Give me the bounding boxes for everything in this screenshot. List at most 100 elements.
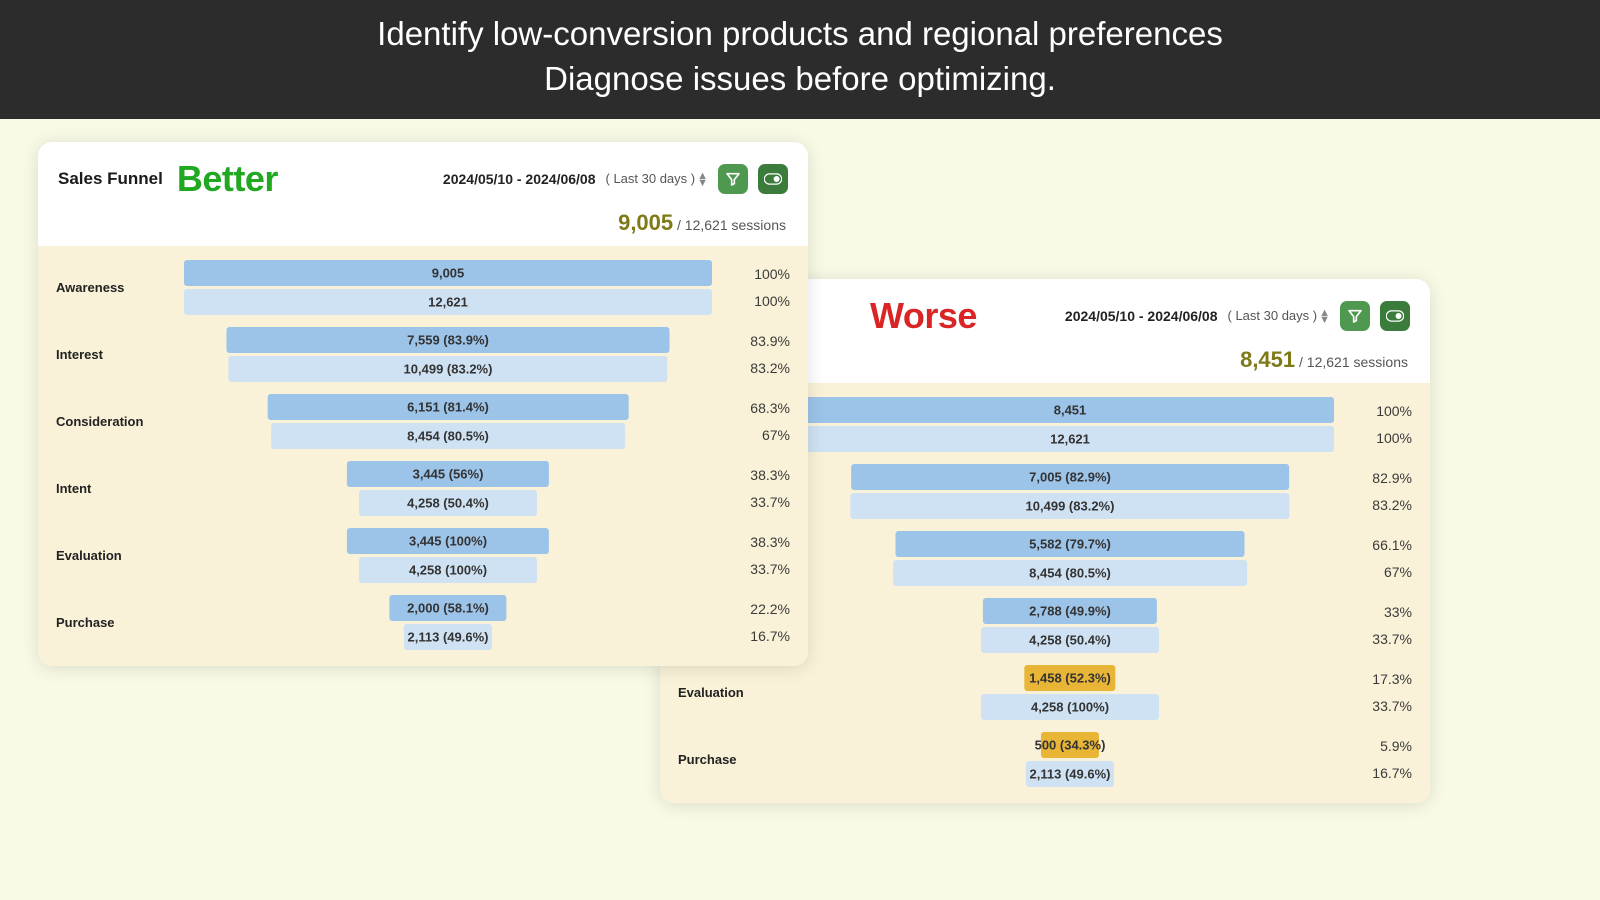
- stage-label: Purchase: [678, 732, 796, 787]
- bar-value: 3,445 (56%): [413, 467, 484, 482]
- funnel-panel-better: Sales Funnel Better 2024/05/10 - 2024/06/0…: [38, 142, 808, 666]
- stage-label: Intent: [56, 461, 174, 516]
- pct-top: 68.3%: [722, 400, 790, 416]
- pct-bot: 33.7%: [722, 561, 790, 577]
- date-range[interactable]: 2024/05/10 - 2024/06/08: [443, 171, 596, 187]
- funnel-bar-top: 3,445 (100%): [184, 528, 712, 554]
- funnel-row: Interest 7,559 (83.9%) 10,499 (83.2%) 83.9%…: [38, 321, 808, 388]
- pct-top: 38.3%: [722, 467, 790, 483]
- date-range-label[interactable]: ( Last 30 days )▲▼: [1228, 308, 1331, 323]
- bar-value: 6,151 (81.4%): [407, 400, 489, 415]
- pct-bot: 33.7%: [1344, 698, 1412, 714]
- panel-title: Sales Funnel: [58, 169, 163, 189]
- toggle-icon[interactable]: [758, 164, 788, 194]
- funnel-icon[interactable]: [718, 164, 748, 194]
- funnel-bar-top: 7,559 (83.9%): [184, 327, 712, 353]
- comparison-label: Better: [177, 158, 278, 200]
- pct-bot: 33.7%: [1344, 631, 1412, 647]
- funnel-bar-top: 500 (34.3%): [806, 732, 1334, 758]
- panel-controls: 2024/05/10 - 2024/06/08 ( Last 30 days )▲…: [1065, 301, 1410, 331]
- summary-total: / 12,621 sessions: [673, 217, 786, 233]
- funnel-bar-top: 9,005: [184, 260, 712, 286]
- pct-top: 66.1%: [1344, 537, 1412, 553]
- pct-bot: 16.7%: [1344, 765, 1412, 781]
- pct-bot: 83.2%: [1344, 497, 1412, 513]
- pct-top: 83.9%: [722, 333, 790, 349]
- percent-column: 5.9% 16.7%: [1344, 732, 1412, 787]
- funnel-bar-top: 2,000 (58.1%): [184, 595, 712, 621]
- bar-value: 12,621: [428, 295, 468, 310]
- funnel-bar-bot: 4,258 (50.4%): [184, 490, 712, 516]
- bar-value: 1,458 (52.3%): [1029, 671, 1111, 686]
- bars-column: 2,000 (58.1%) 2,113 (49.6%): [184, 595, 712, 650]
- funnel-bar-bot: 4,258 (50.4%): [806, 627, 1334, 653]
- pct-bot: 100%: [722, 293, 790, 309]
- bar-value: 4,258 (100%): [409, 563, 487, 578]
- panel-header: Sales Funnel Better 2024/05/10 - 2024/06/0…: [38, 142, 808, 206]
- funnel-bar-top: 6,151 (81.4%): [184, 394, 712, 420]
- percent-column: 38.3%33.7%: [722, 528, 790, 583]
- pct-top: 17.3%: [1344, 671, 1412, 687]
- pct-top: 82.9%: [1344, 470, 1412, 486]
- funnel-bar-bot: 10,499 (83.2%): [184, 356, 712, 382]
- funnel-bar-top: 1,458 (52.3%): [806, 665, 1334, 691]
- funnel-bar-bot: 12,621: [806, 426, 1334, 452]
- summary-count: 8,451: [1240, 347, 1295, 372]
- bars-column: 2,788 (49.9%) 4,258 (50.4%): [806, 598, 1334, 653]
- funnel-bar-bot: 2,113 (49.6%): [806, 761, 1334, 787]
- bar-value: 10,499 (83.2%): [404, 362, 493, 377]
- funnel-row: Evaluation 1,458 (52.3%) 4,258 (100%) 17.3%…: [660, 659, 1430, 726]
- percent-column: 68.3% 67%: [722, 394, 790, 449]
- percent-column: 22.2% 16.7%: [722, 595, 790, 650]
- percent-column: 38.3% 33.7%: [722, 461, 790, 516]
- date-range[interactable]: 2024/05/10 - 2024/06/08: [1065, 308, 1218, 324]
- stage-label: Evaluation: [678, 665, 796, 720]
- percent-column: 17.3% 33.7%: [1344, 665, 1412, 720]
- funnel-bar-top: 5,582 (79.7%): [806, 531, 1334, 557]
- bar-value: 3,445 (100%): [409, 534, 487, 549]
- pct-top: 5.9%: [1344, 738, 1412, 754]
- title-line1: Identify low-conversion products and reg…: [0, 12, 1600, 57]
- bars-column: 9,005 12,621: [184, 260, 712, 315]
- panel-controls: 2024/05/10 - 2024/06/08 ( Last 30 days )▲…: [443, 164, 788, 194]
- date-range-label[interactable]: ( Last 30 days )▲▼: [606, 171, 709, 186]
- bars-column: 6,151 (81.4%) 8,454 (80.5%): [184, 394, 712, 449]
- stage-label: Interest: [56, 327, 174, 382]
- bar-value: 4,258 (100%): [1031, 700, 1109, 715]
- funnel-bar-bot: 12,621: [184, 289, 712, 315]
- funnel-bar-top: 8,451: [806, 397, 1334, 423]
- funnel-icon[interactable]: [1340, 301, 1370, 331]
- percent-column: 82.9% 83.2%: [1344, 464, 1412, 519]
- pct-top: 22.2%: [722, 601, 790, 617]
- comparison-label: Worse: [870, 295, 977, 337]
- bars-column: 3,445 (56%) 4,258 (50.4%): [184, 461, 712, 516]
- pct-bot: 33.7%: [722, 494, 790, 510]
- bar-value: 2,788 (49.9%): [1029, 604, 1111, 619]
- bars-column: 1,458 (52.3%) 4,258 (100%): [806, 665, 1334, 720]
- percent-column: 100% 100%: [722, 260, 790, 315]
- funnel-bar-bot: 8,454 (80.5%): [184, 423, 712, 449]
- funnel-bar-bot: 2,113 (49.6%): [184, 624, 712, 650]
- pct-bot: 67%: [722, 427, 790, 443]
- funnel-bar-top: 7,005 (82.9%): [806, 464, 1334, 490]
- bar-value: 500 (34.3%): [1035, 738, 1106, 753]
- percent-column: 100%100%: [1344, 397, 1412, 452]
- bar-value: 7,559 (83.9%): [407, 333, 489, 348]
- pct-bot: 100%: [1344, 430, 1412, 446]
- percent-column: 33%33.7%: [1344, 598, 1412, 653]
- funnel-body: Awareness 9,005 12,621 100% 100% Interest 7,55…: [38, 246, 808, 666]
- bar-value: 7,005 (82.9%): [1029, 470, 1111, 485]
- bar-value: 4,258 (50.4%): [407, 496, 489, 511]
- pct-bot: 16.7%: [722, 628, 790, 644]
- funnel-row: Evaluation3,445 (100%)4,258 (100%)38.3%3…: [38, 522, 808, 589]
- funnel-bar-bot: 4,258 (100%): [184, 557, 712, 583]
- summary-line: 9,005 / 12,621 sessions: [38, 206, 808, 246]
- toggle-icon[interactable]: [1380, 301, 1410, 331]
- bar-value: 2,113 (49.6%): [1030, 767, 1111, 782]
- bars-column: 500 (34.3%) 2,113 (49.6%): [806, 732, 1334, 787]
- funnel-bar-bot: 8,454 (80.5%): [806, 560, 1334, 586]
- pct-bot: 67%: [1344, 564, 1412, 580]
- stage-label: Awareness: [56, 260, 174, 315]
- pct-top: 100%: [722, 266, 790, 282]
- bar-value: 9,005: [432, 266, 465, 281]
